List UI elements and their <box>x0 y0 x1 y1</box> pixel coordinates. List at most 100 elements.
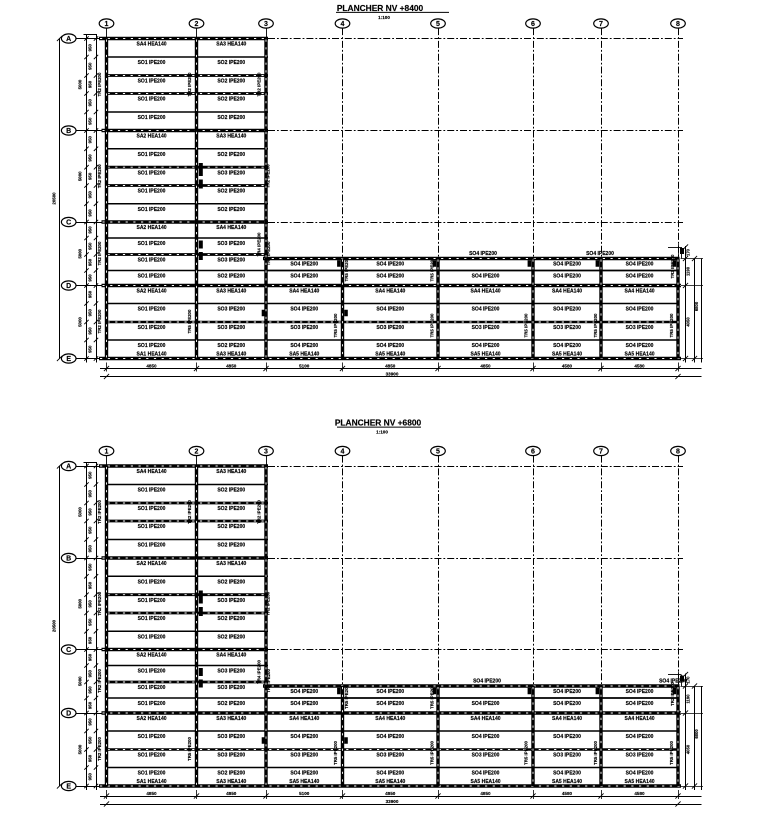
svg-text:5000: 5000 <box>78 171 83 181</box>
svg-text:E: E <box>66 356 71 363</box>
svg-text:SO4 IPE200: SO4 IPE200 <box>376 689 404 695</box>
svg-text:SA3 HEA140: SA3 HEA140 <box>216 561 246 567</box>
svg-text:SO4 IPE200: SO4 IPE200 <box>472 343 500 349</box>
svg-text:TR2 IPE200: TR2 IPE200 <box>256 72 261 96</box>
svg-text:SO1 IPE200: SO1 IPE200 <box>138 325 166 331</box>
svg-text:950: 950 <box>88 718 93 726</box>
svg-text:6800: 6800 <box>694 729 699 739</box>
svg-text:SO4 IPE200: SO4 IPE200 <box>472 771 500 777</box>
svg-text:SA4 HEA140: SA4 HEA140 <box>216 225 246 231</box>
svg-text:4580: 4580 <box>634 364 645 369</box>
svg-text:6800: 6800 <box>694 301 699 311</box>
svg-text:SO3 IPE200: SO3 IPE200 <box>217 734 245 740</box>
svg-text:4050: 4050 <box>686 317 691 327</box>
svg-text:TR5 IPE200: TR5 IPE200 <box>430 684 435 708</box>
svg-text:SO4 IPE200: SO4 IPE200 <box>553 734 581 740</box>
svg-text:SO3 IPE200: SO3 IPE200 <box>472 753 500 759</box>
svg-text:SO2 IPE200: SO2 IPE200 <box>217 580 245 586</box>
svg-text:5000: 5000 <box>78 744 83 754</box>
svg-text:SO3 IPE200: SO3 IPE200 <box>217 685 245 691</box>
svg-text:TR5 IPE200: TR5 IPE200 <box>333 313 338 337</box>
svg-text:TR5 IPE200: TR5 IPE200 <box>524 313 529 337</box>
svg-text:3: 3 <box>264 449 268 456</box>
svg-text:SA5 HEA140: SA5 HEA140 <box>375 352 405 358</box>
svg-text:170: 170 <box>686 676 691 684</box>
svg-text:SO3 IPE200: SO3 IPE200 <box>217 170 245 176</box>
svg-text:SA2 HEA140: SA2 HEA140 <box>136 561 166 567</box>
svg-text:950: 950 <box>88 44 93 52</box>
svg-text:TR4 IPE200: TR4 IPE200 <box>257 659 262 683</box>
svg-text:SO1 IPE200: SO1 IPE200 <box>138 701 166 707</box>
svg-text:4: 4 <box>341 21 345 28</box>
svg-text:950: 950 <box>88 636 93 644</box>
svg-text:950: 950 <box>88 135 93 143</box>
svg-text:SO1 IPE200: SO1 IPE200 <box>138 60 166 66</box>
svg-text:SA1 HEA140: SA1 HEA140 <box>136 352 166 358</box>
svg-text:8: 8 <box>676 21 680 28</box>
svg-text:SA5 HEA140: SA5 HEA140 <box>624 779 654 785</box>
svg-text:SO2 IPE200: SO2 IPE200 <box>217 115 245 121</box>
svg-text:SO1 IPE200: SO1 IPE200 <box>138 343 166 349</box>
svg-text:SA4 HEA140: SA4 HEA140 <box>136 469 166 475</box>
svg-text:950: 950 <box>88 653 93 661</box>
svg-text:4: 4 <box>341 449 345 456</box>
svg-text:TR2 IPE200: TR2 IPE200 <box>97 499 102 523</box>
svg-text:TR5 IPE200: TR5 IPE200 <box>187 309 192 333</box>
svg-text:SA2 HEA140: SA2 HEA140 <box>136 653 166 659</box>
svg-text:5000: 5000 <box>78 248 83 258</box>
svg-text:SO4 IPE200: SO4 IPE200 <box>553 307 581 313</box>
svg-text:SO1 IPE200: SO1 IPE200 <box>138 669 166 675</box>
svg-text:SO2 IPE200: SO2 IPE200 <box>217 635 245 641</box>
svg-text:SO3 IPE200: SO3 IPE200 <box>217 241 245 247</box>
svg-text:950: 950 <box>88 62 93 70</box>
svg-text:PLANCHER NV +6800: PLANCHER NV +6800 <box>335 418 422 428</box>
svg-text:SO4 IPE200: SO4 IPE200 <box>473 679 501 685</box>
svg-text:E: E <box>66 784 71 791</box>
svg-text:SO4 IPE200: SO4 IPE200 <box>469 251 497 257</box>
svg-text:SO3 IPE200: SO3 IPE200 <box>217 669 245 675</box>
svg-text:SO2 IPE200: SO2 IPE200 <box>217 701 245 707</box>
svg-text:TR4 IPE200: TR4 IPE200 <box>266 241 271 265</box>
svg-text:SO4 IPE200: SO4 IPE200 <box>626 307 654 313</box>
svg-text:SO1 IPE200: SO1 IPE200 <box>138 307 166 313</box>
svg-text:950: 950 <box>88 581 93 589</box>
svg-text:SO1 IPE200: SO1 IPE200 <box>138 274 166 280</box>
svg-text:SO4 IPE200: SO4 IPE200 <box>553 274 581 280</box>
svg-text:SO1 IPE200: SO1 IPE200 <box>138 241 166 247</box>
svg-text:1190: 1190 <box>686 266 691 276</box>
svg-text:SO2 IPE200: SO2 IPE200 <box>217 488 245 494</box>
svg-text:SO4 IPE200: SO4 IPE200 <box>376 262 404 268</box>
svg-text:SO1 IPE200: SO1 IPE200 <box>138 635 166 641</box>
svg-text:4850: 4850 <box>385 364 396 369</box>
svg-text:950: 950 <box>88 670 93 678</box>
svg-text:SO4 IPE200: SO4 IPE200 <box>626 734 654 740</box>
svg-text:SA4 HEA140: SA4 HEA140 <box>552 289 582 295</box>
svg-text:TR2 IPE200: TR2 IPE200 <box>97 72 102 96</box>
svg-text:TR5 IPE200: TR5 IPE200 <box>344 257 349 281</box>
svg-text:7: 7 <box>599 21 603 28</box>
svg-text:TR5 IPE200: TR5 IPE200 <box>344 684 349 708</box>
svg-text:3: 3 <box>264 21 268 28</box>
svg-text:SO2 IPE200: SO2 IPE200 <box>217 771 245 777</box>
svg-text:SO3 IPE200: SO3 IPE200 <box>290 753 318 759</box>
svg-text:TR5 IPE200: TR5 IPE200 <box>333 740 338 764</box>
svg-text:5100: 5100 <box>299 791 310 796</box>
svg-text:SA4 HEA140: SA4 HEA140 <box>624 716 654 722</box>
svg-text:SO2 IPE200: SO2 IPE200 <box>217 616 245 622</box>
svg-text:SO1 IPE200: SO1 IPE200 <box>138 488 166 494</box>
svg-text:SO1 IPE200: SO1 IPE200 <box>138 207 166 213</box>
svg-text:SO2 IPE200: SO2 IPE200 <box>217 343 245 349</box>
svg-text:33900: 33900 <box>386 372 399 377</box>
svg-text:1190: 1190 <box>686 694 691 704</box>
svg-text:TR2 IPE200: TR2 IPE200 <box>187 499 192 523</box>
svg-text:SO1 IPE200: SO1 IPE200 <box>138 771 166 777</box>
svg-text:SO4 IPE200: SO4 IPE200 <box>290 771 318 777</box>
svg-text:SO3 IPE200: SO3 IPE200 <box>217 325 245 331</box>
svg-text:A: A <box>66 36 71 43</box>
svg-text:SA4 HEA140: SA4 HEA140 <box>216 653 246 659</box>
svg-text:1: 1 <box>105 21 109 28</box>
svg-text:SA5 HEA140: SA5 HEA140 <box>289 779 319 785</box>
svg-text:4850: 4850 <box>480 364 491 369</box>
svg-text:2: 2 <box>195 21 199 28</box>
svg-text:950: 950 <box>88 226 93 234</box>
